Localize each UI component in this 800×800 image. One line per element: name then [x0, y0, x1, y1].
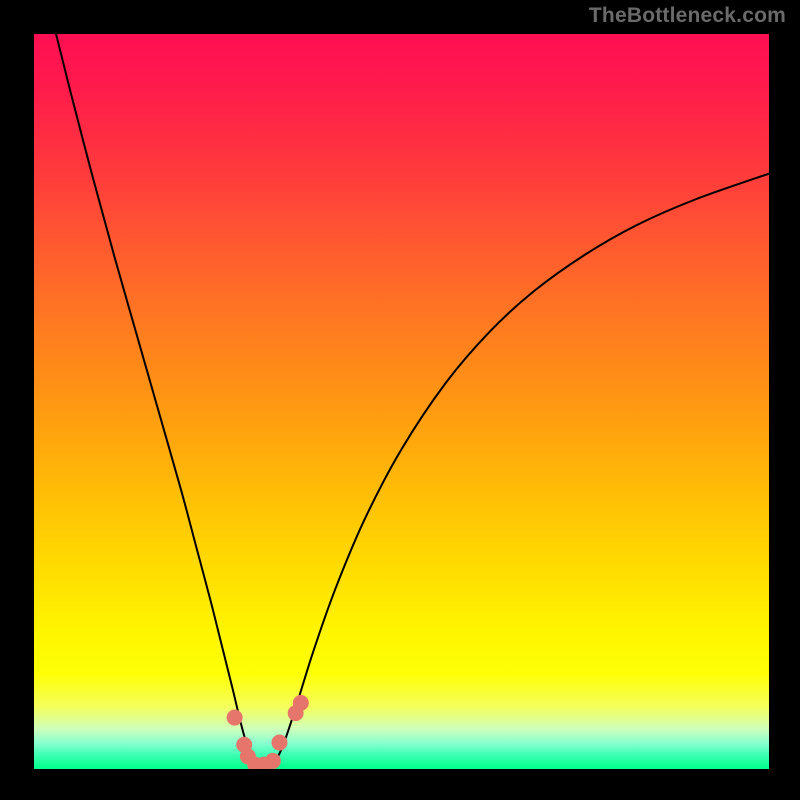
- watermark-text: TheBottleneck.com: [589, 4, 786, 28]
- plot-svg: [34, 34, 769, 769]
- marker-point: [272, 735, 287, 750]
- marker-point: [265, 753, 280, 768]
- plot-area: [34, 34, 769, 769]
- marker-point: [227, 710, 242, 725]
- plot-background: [34, 34, 769, 769]
- chart-container: TheBottleneck.com: [0, 0, 800, 800]
- marker-point: [293, 695, 308, 710]
